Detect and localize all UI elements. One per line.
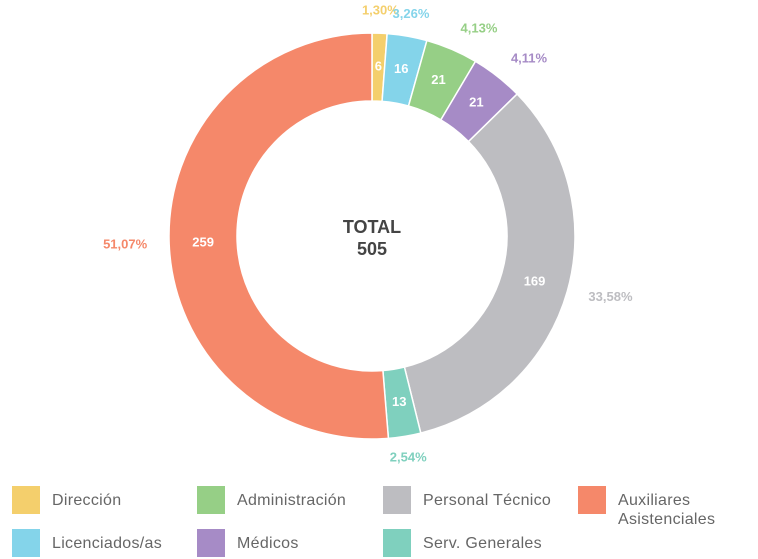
chart: TOTAL 505 6 1,30% 16 3,26% 21 4,13% 21 4,11% 169…	[103, 3, 633, 465]
legend-swatch	[197, 529, 225, 557]
percent-label: 2,54%	[390, 450, 427, 465]
legend-label: Serv. Generales	[423, 535, 542, 552]
legend-label: Dirección	[52, 492, 122, 509]
legend-item: Serv. Generales	[383, 529, 542, 557]
total-label: TOTAL	[343, 217, 401, 237]
percent-label: 51,07%	[103, 237, 148, 252]
percent-label: 33,58%	[588, 289, 633, 304]
legend-swatch	[578, 486, 606, 514]
slice	[403, 92, 576, 434]
legend-item: Dirección	[12, 486, 121, 514]
legend-item: Auxiliares Asistenciales	[578, 486, 748, 529]
legend-label: Personal Técnico	[423, 492, 552, 509]
value-label: 6	[375, 59, 382, 74]
legend-swatch	[12, 486, 40, 514]
percent-label: 4,13%	[461, 21, 498, 36]
percent-label: 4,11%	[511, 50, 548, 65]
total-value: 505	[357, 239, 387, 259]
legend-item: Médicos	[197, 529, 299, 557]
slice	[168, 32, 390, 440]
legend-swatch	[197, 486, 225, 514]
value-label: 259	[192, 234, 214, 249]
legend-item: Personal Técnico	[383, 486, 551, 514]
percent-label: 1,30%	[362, 3, 399, 18]
value-label: 169	[524, 274, 546, 289]
legend-label: Licenciados/as	[52, 535, 163, 552]
legend-swatch	[12, 529, 40, 557]
value-label: 21	[431, 72, 445, 87]
value-label: 21	[469, 95, 483, 110]
percent-label: 3,26%	[393, 6, 430, 21]
legend-swatch	[383, 529, 411, 557]
value-label: 13	[392, 394, 406, 409]
value-label: 16	[394, 61, 408, 76]
legend-label: Administración	[237, 492, 347, 509]
legend-item: Licenciados/as	[12, 529, 162, 557]
legend-label: Médicos	[237, 535, 299, 552]
legend-item: Administración	[197, 486, 346, 514]
legend-swatch	[383, 486, 411, 514]
legend-label: Auxiliares Asistenciales	[618, 492, 716, 528]
